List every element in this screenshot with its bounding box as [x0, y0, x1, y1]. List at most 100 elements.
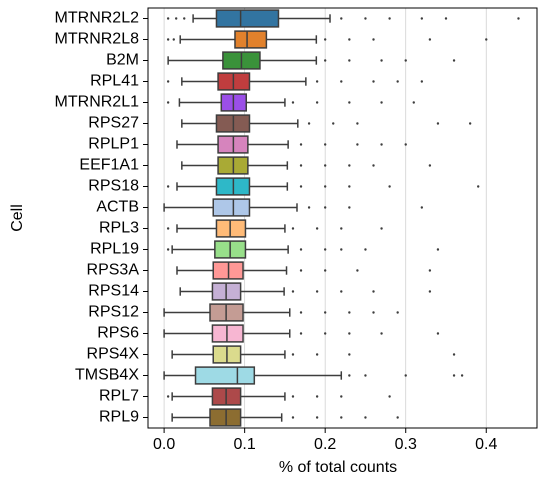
box: [215, 9, 280, 28]
outlier: [380, 101, 383, 104]
outlier: [372, 311, 375, 314]
outlier: [364, 374, 367, 377]
outlier: [364, 416, 367, 419]
outlier: [452, 59, 456, 62]
y-tick-label: RPS27: [88, 115, 139, 132]
y-tick-label: RPS12: [88, 304, 139, 321]
outlier: [485, 38, 488, 41]
outlier: [380, 227, 383, 230]
outlier: [340, 227, 343, 230]
y-tick-label: RPLP1: [88, 136, 139, 153]
y-tick-label: RPS14: [88, 283, 139, 300]
outlier: [444, 17, 448, 20]
outlier: [348, 38, 351, 41]
outlier: [452, 374, 456, 377]
x-tick-label: 0.3: [395, 436, 417, 453]
y-tick-label: MTRNR2L2: [55, 10, 140, 27]
x-tick-label: 0.1: [234, 436, 256, 453]
outlier: [428, 38, 432, 41]
outlier: [356, 122, 359, 125]
outlier: [477, 185, 480, 188]
outlier: [436, 248, 440, 251]
outlier: [315, 101, 319, 104]
outlier: [372, 80, 375, 83]
outlier: [315, 353, 319, 356]
box: [194, 366, 256, 385]
box: [209, 408, 242, 427]
outlier: [166, 227, 170, 230]
outlier: [340, 80, 343, 83]
y-tick-label: ACTB: [96, 199, 139, 216]
y-tick-label: B2M: [106, 52, 139, 69]
outlier: [291, 416, 295, 419]
outlier: [315, 80, 319, 83]
y-tick-label: RPS18: [88, 178, 139, 195]
outlier: [388, 395, 391, 398]
outlier: [323, 38, 327, 41]
outlier: [436, 332, 440, 335]
y-tick-label: RPL7: [99, 388, 139, 405]
outlier: [323, 59, 327, 62]
box: [211, 324, 244, 343]
outlier: [307, 122, 311, 125]
outlier: [299, 185, 303, 188]
outlier: [348, 206, 351, 209]
outlier: [372, 164, 375, 167]
outlier: [166, 80, 170, 83]
outlier: [460, 374, 464, 377]
outlier: [364, 17, 367, 20]
x-tick-label: 0.4: [475, 436, 497, 453]
outlier: [299, 311, 303, 314]
outlier: [372, 38, 375, 41]
y-tick-label: RPS6: [97, 325, 139, 342]
outlier: [380, 143, 383, 146]
outlier: [166, 248, 170, 251]
y-tick-label: RPL3: [99, 220, 139, 237]
outlier: [428, 269, 432, 272]
outlier: [340, 416, 343, 419]
outlier: [323, 185, 327, 188]
outlier: [420, 17, 424, 20]
outlier: [420, 206, 424, 209]
outlier: [332, 122, 335, 125]
outlier: [323, 164, 327, 167]
y-tick-label: MTRNR2L8: [55, 31, 140, 48]
outlier: [356, 143, 359, 146]
x-axis-label: % of total counts: [279, 459, 397, 476]
outlier: [348, 374, 351, 377]
outlier: [468, 122, 472, 125]
box: [215, 219, 247, 238]
outlier: [291, 227, 295, 230]
outlier: [348, 332, 351, 335]
outlier: [348, 59, 351, 62]
outlier: [388, 185, 391, 188]
y-axis-label: Cell: [9, 204, 26, 232]
outlier: [166, 17, 170, 20]
outlier: [323, 311, 327, 314]
outlier: [166, 38, 170, 41]
outlier: [380, 332, 383, 335]
y-tick-label: RPL9: [99, 409, 139, 426]
outlier: [291, 353, 295, 356]
outlier: [340, 248, 343, 251]
outlier: [315, 290, 319, 293]
outlier: [372, 290, 375, 293]
outlier: [364, 248, 367, 251]
outlier: [380, 59, 383, 62]
outlier: [183, 17, 186, 20]
outlier: [348, 311, 351, 314]
outlier: [315, 395, 319, 398]
plot-frame: [147, 7, 538, 429]
outlier: [428, 290, 432, 293]
x-tick-label: 0.0: [153, 436, 175, 453]
outlier: [340, 17, 343, 20]
outlier: [412, 101, 415, 104]
outlier: [340, 290, 343, 293]
box: [234, 30, 268, 49]
outlier: [404, 143, 407, 146]
y-tick-label: EEF1A1: [79, 157, 139, 174]
outlier: [323, 143, 327, 146]
outlier: [396, 80, 399, 83]
outlier: [388, 17, 391, 20]
outlier: [166, 101, 170, 104]
